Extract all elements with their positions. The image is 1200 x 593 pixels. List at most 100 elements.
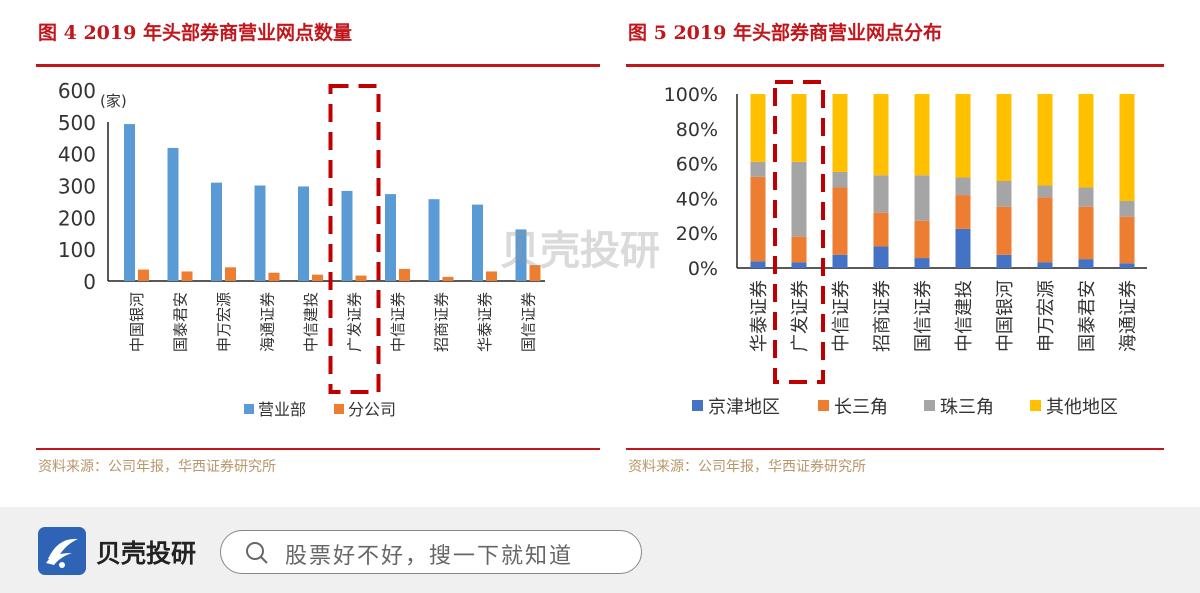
search-placeholder: 股票好不好，搜一下就知道 [285,544,574,569]
y-tick-label: 200 [58,206,96,230]
bar-分公司 [138,269,149,281]
bar-segment-京津地区 [996,254,1012,268]
title-divider-right [626,64,1164,67]
bar-营业部 [254,185,266,281]
bar-营业部 [428,199,440,281]
source-divider-right [626,448,1164,450]
bar-segment-其他地区 [791,94,807,162]
x-tick-label: 中信建投 [954,280,975,352]
bar-segment-长三角 [1119,216,1135,264]
bar-segment-京津地区 [1119,263,1135,268]
bar-segment-京津地区 [1037,262,1053,268]
bar-营业部 [515,229,527,281]
bar-营业部 [211,182,222,281]
bar-分公司 [486,271,497,281]
watermark: 贝壳投研 [500,228,660,274]
x-tick-label: 申万宏源 [1036,280,1057,352]
bar-segment-长三角 [996,206,1012,255]
y-tick-label: 40% [676,188,718,210]
x-tick-label: 招商证券 [433,292,451,352]
bar-营业部 [167,147,179,281]
legend-swatch [244,404,254,414]
bar-segment-京津地区 [750,261,766,268]
bar-segment-珠三角 [1119,201,1135,217]
bar-segment-其他地区 [1037,94,1053,186]
y-tick-label: 0 [83,270,96,294]
y-tick-label: 60% [676,154,718,176]
legend-swatch [1030,400,1041,411]
x-tick-label: 国泰君安 [172,292,190,352]
x-tick-label: 广发证券 [790,280,811,352]
bar-segment-京津地区 [873,246,889,268]
legend-label: 分公司 [348,400,396,419]
legend-label: 营业部 [258,400,306,419]
bar-segment-京津地区 [832,254,848,268]
bar-分公司 [312,274,323,281]
left-source: 资料来源：公司年报，华西证券研究所 [38,459,276,475]
bar-分公司 [399,268,410,281]
x-tick-label: 国泰君安 [1077,280,1098,352]
x-tick-label: 华泰证券 [476,292,494,352]
legend-swatch [692,400,703,411]
bar-segment-其他地区 [832,94,848,172]
bar-营业部 [298,186,309,281]
bar-segment-其他地区 [750,94,766,162]
right-chart-title: 图 5 2019 年头部券商营业网点分布 [628,22,942,44]
bar-segment-长三角 [1037,197,1053,263]
bar-segment-长三角 [832,187,848,255]
bar-分公司 [181,271,193,281]
x-tick-label: 中信证券 [831,280,852,352]
bar-segment-长三角 [914,220,930,259]
legend-label: 珠三角 [940,397,994,418]
brand-logo[interactable] [38,527,86,575]
x-tick-label: 申万宏源 [215,292,233,352]
y-tick-label: 400 [58,143,96,167]
y-tick-label: 100% [664,84,718,106]
bar-segment-其他地区 [1119,94,1135,202]
bar-segment-珠三角 [750,161,766,177]
bar-分公司 [529,265,541,281]
bar-segment-京津地区 [955,228,971,268]
bar-segment-长三角 [873,212,889,247]
x-tick-label: 国信证券 [913,280,934,352]
bar-营业部 [341,190,353,281]
legend-label: 长三角 [834,397,888,418]
bar-segment-其他地区 [914,94,930,176]
bar-segment-京津地区 [914,258,930,268]
bar-segment-长三角 [955,195,971,229]
bar-分公司 [442,276,454,281]
y-tick-label: 100 [58,238,96,262]
y-tick-label: 500 [58,111,96,135]
legend-label: 京津地区 [708,397,780,418]
bar-segment-京津地区 [791,262,807,268]
legend-label: 其他地区 [1046,397,1118,418]
source-divider-left [36,448,600,450]
left-chart-title: 图 4 2019 年头部券商营业网点数量 [38,22,352,44]
bar-分公司 [268,272,280,281]
bar-segment-其他地区 [996,94,1012,181]
bar-segment-珠三角 [914,175,930,221]
search-icon [246,542,268,564]
legend-swatch [334,404,344,414]
x-tick-label: 广发证券 [346,292,364,352]
bar-segment-珠三角 [1078,187,1094,207]
bar-营业部 [472,204,483,281]
bar-segment-长三角 [791,236,807,263]
x-tick-label: 中国银河 [995,280,1016,352]
bar-segment-珠三角 [996,181,1012,207]
y-tick-label: 80% [676,119,718,141]
brand-name: 贝壳投研 [96,539,197,568]
bar-segment-珠三角 [1037,185,1053,198]
y-tick-label: 300 [58,175,96,199]
bar-segment-珠三角 [832,171,848,188]
search-input[interactable]: 股票好不好，搜一下就知道 [220,530,642,574]
bar-营业部 [385,194,396,281]
x-tick-label: 中信建投 [302,292,320,352]
bar-segment-珠三角 [791,161,807,237]
bar-segment-其他地区 [873,94,889,176]
x-tick-label: 海通证券 [259,292,277,352]
legend-swatch [818,400,829,411]
bar-segment-其他地区 [955,94,971,178]
highlight-box [773,80,825,384]
x-tick-label: 国信证券 [520,292,538,352]
